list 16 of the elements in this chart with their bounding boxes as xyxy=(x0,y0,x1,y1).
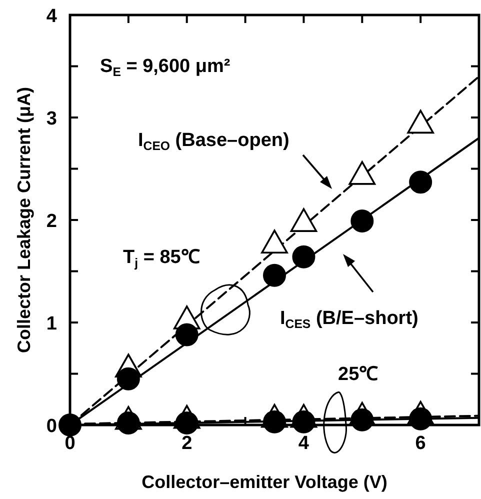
x-tick-label: 6 xyxy=(415,433,426,454)
x-tick-label: 0 xyxy=(64,433,76,454)
y-tick-label: 1 xyxy=(46,314,58,334)
annotation: T$_{j}$ = 85℃ xyxy=(123,247,200,270)
y-tick-label: 4 xyxy=(46,6,58,27)
annotation: I$_{CES}$ (B/E–short) xyxy=(280,308,418,331)
x-tick-label: 4 xyxy=(298,433,310,454)
y-tick-label: 3 xyxy=(46,108,57,130)
x-tick-label: 2 xyxy=(182,433,192,454)
annotation: 25℃ xyxy=(338,364,378,385)
y-tick-label: 0 xyxy=(46,416,57,437)
x-axis-title: Collector–emitter Voltage (V) xyxy=(142,472,388,492)
annotation: I$_{CEO}$ (Base–open) xyxy=(138,130,290,153)
annotation: S$_{E}$ = 9,600 μm² xyxy=(100,56,230,79)
y-tick-label: 2 xyxy=(46,211,57,232)
y-axis-title: Collector Leakage Current (μA) xyxy=(14,86,34,354)
